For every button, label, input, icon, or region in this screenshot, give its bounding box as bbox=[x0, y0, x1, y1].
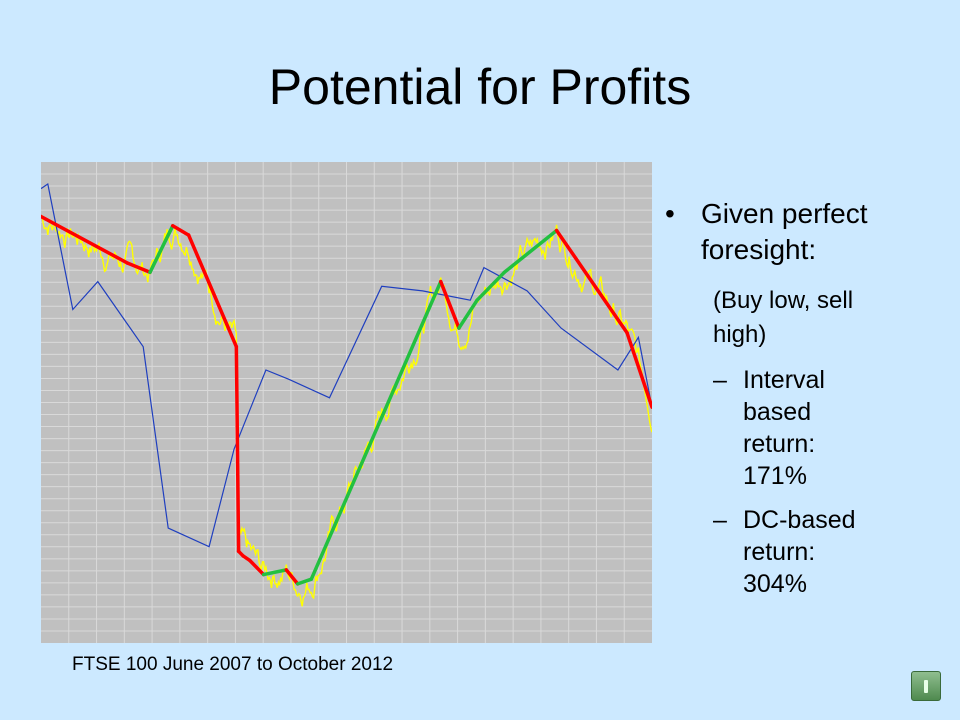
bullet-dot: • bbox=[665, 198, 675, 229]
dc-segment-down bbox=[439, 279, 461, 330]
sub-bullet-interval-text: Interval based return: 171% bbox=[743, 366, 825, 490]
interval-series bbox=[41, 182, 652, 548]
bullet-main: • Given perfect foresight: bbox=[665, 196, 955, 268]
dc-segment-up bbox=[457, 298, 479, 330]
sub-bullet-dash: – bbox=[713, 366, 727, 394]
sub-bullet-dc: – DC-based return: 304% bbox=[665, 504, 863, 600]
slide-title: Potential for Profits bbox=[268, 59, 692, 115]
ftse-chart bbox=[41, 162, 652, 643]
dc-segment-down bbox=[284, 568, 300, 586]
dc-segment-down bbox=[41, 214, 130, 265]
interval-line bbox=[41, 182, 652, 548]
dc-segment-up bbox=[261, 568, 289, 577]
dc-segment-down bbox=[234, 344, 241, 554]
dc-segment-up bbox=[475, 270, 507, 302]
dc-segment-down bbox=[554, 228, 629, 335]
bullet-list: • Given perfect foresight: (Buy low, sel… bbox=[665, 196, 955, 600]
sub-bullet-dash: – bbox=[713, 506, 727, 534]
sub-bullet-interval: – Interval based return: 171% bbox=[665, 364, 863, 492]
dc-segment-up bbox=[309, 279, 443, 581]
dc-segment-down bbox=[248, 558, 266, 577]
bullet-main-text: Given perfect foresight: bbox=[701, 198, 868, 265]
dc-segment-down bbox=[625, 331, 652, 409]
bullet-parenthetical: (Buy low, sell high) bbox=[713, 287, 854, 348]
dc-segment-up bbox=[148, 224, 175, 275]
dc-segment-down bbox=[186, 233, 239, 349]
sub-bullet-dc-text: DC-based return: 304% bbox=[743, 506, 856, 598]
dc-segment-up bbox=[295, 577, 314, 586]
dc-segment-down bbox=[125, 261, 152, 275]
dc-segment-down bbox=[170, 224, 191, 237]
dc-segment-up bbox=[502, 228, 559, 275]
home-icon[interactable] bbox=[911, 671, 941, 701]
home-icon-glyph bbox=[924, 680, 928, 693]
chart-caption: FTSE 100 June 2007 to October 2012 bbox=[72, 654, 394, 675]
dc-series bbox=[41, 214, 652, 586]
